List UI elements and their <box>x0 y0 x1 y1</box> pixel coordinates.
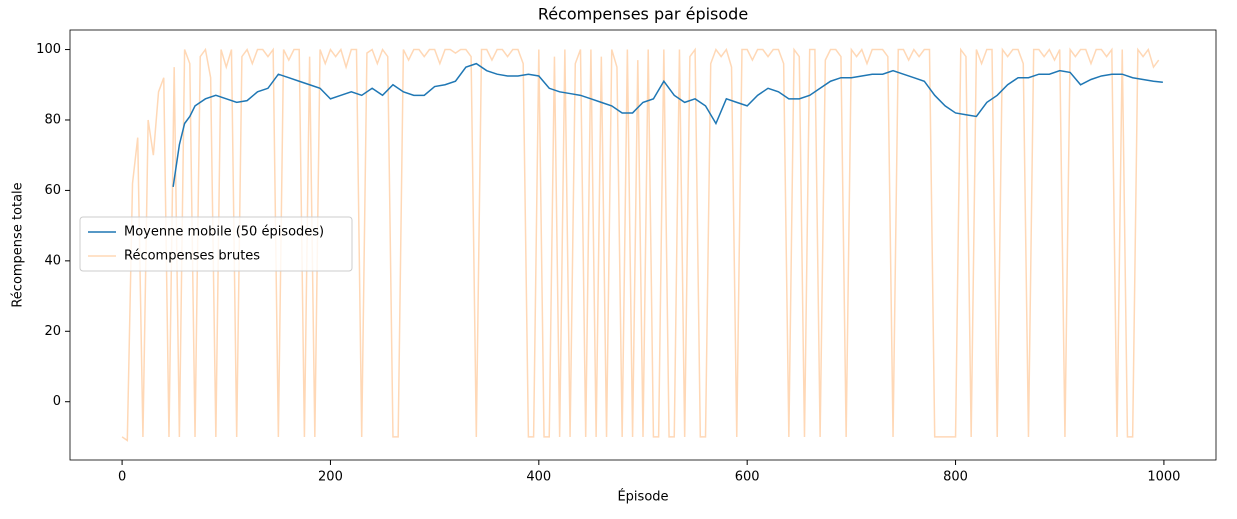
y-tick-label: 40 <box>44 253 61 268</box>
x-tick-label: 200 <box>318 470 343 485</box>
series-line <box>172 62 1163 187</box>
y-tick-label: 20 <box>44 324 61 339</box>
y-tick-label: 100 <box>36 42 61 57</box>
x-axis-label: Épisode <box>617 489 668 505</box>
y-axis-label: Récompense totale <box>11 182 26 307</box>
x-tick-label: 1000 <box>1147 470 1180 485</box>
y-tick-label: 60 <box>44 183 61 198</box>
plot-frame <box>69 29 1217 461</box>
x-tick-label: 800 <box>943 470 968 485</box>
series-line <box>121 47 1160 442</box>
y-tick-label: 0 <box>53 394 61 409</box>
chart-title: Récompenses par épisode <box>538 5 748 24</box>
legend-label: Récompenses brutes <box>124 249 260 264</box>
x-tick-label: 0 <box>118 470 126 485</box>
x-tick-label: 600 <box>735 470 760 485</box>
y-tick-label: 80 <box>44 112 61 127</box>
legend-box <box>79 216 353 272</box>
legend-label: Moyenne mobile (50 épisodes) <box>124 225 324 240</box>
x-tick-label: 400 <box>526 470 551 485</box>
